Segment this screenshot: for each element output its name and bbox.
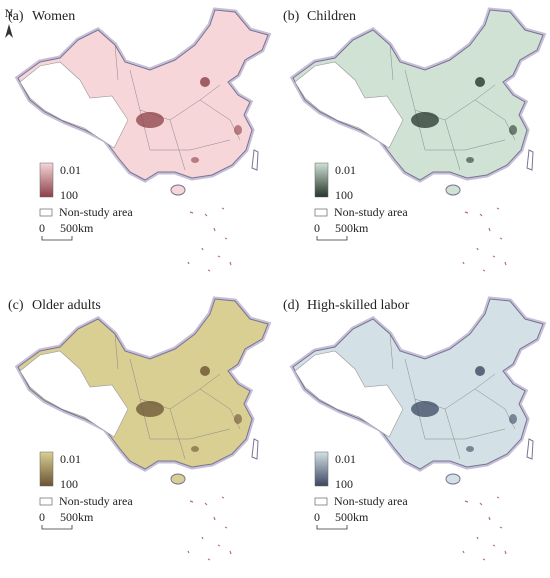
sea-islands — [462, 207, 507, 272]
hotspot — [509, 414, 517, 424]
legend-gradient — [39, 451, 54, 487]
north-label: N — [5, 6, 14, 20]
hotspot — [411, 401, 439, 417]
map-panel: (b) Children 0.01 100 Non-study area 0 500km — [283, 9, 543, 272]
legend-max: 100 — [60, 188, 78, 202]
map-panel: (a) Women 0.01 100 Non-study area 0 500km — [8, 9, 268, 272]
non-study-region — [19, 61, 129, 149]
panel-title: Children — [307, 9, 356, 24]
hotspot — [200, 366, 210, 376]
legend-gradient — [39, 162, 54, 198]
hotspot — [509, 125, 517, 135]
sea-islands — [187, 207, 232, 272]
hotspot — [475, 77, 485, 87]
hotspot — [191, 446, 199, 452]
map-panel: (c) Older adults 0.01 100 Non-study area 0 500… — [8, 298, 268, 561]
scale-bar — [316, 236, 348, 241]
non-study-region — [294, 61, 404, 149]
hotspot — [200, 77, 210, 87]
panel-title: Older adults — [32, 298, 101, 313]
panel-label: (d) — [283, 298, 300, 313]
island — [251, 438, 259, 460]
hotspot — [136, 401, 164, 417]
scale-end: 500km — [60, 221, 94, 235]
sea-islands — [187, 496, 232, 561]
panel-label: (c) — [8, 298, 24, 313]
hotspot — [234, 414, 242, 424]
province-lines — [389, 333, 516, 460]
scale-end: 500km — [335, 221, 369, 235]
legend-max: 100 — [335, 477, 353, 491]
north-arrow: N — [5, 6, 14, 38]
panel-title: High-skilled labor — [307, 298, 410, 313]
non-study-region — [294, 350, 404, 438]
non-study-label: Non-study area — [59, 205, 133, 219]
scale-end: 500km — [335, 510, 369, 524]
scale-bar — [41, 236, 73, 241]
scale-bar — [316, 525, 348, 530]
panel-label: (a) — [8, 9, 24, 24]
island — [445, 473, 461, 485]
scale-start: 0 — [39, 510, 45, 524]
hotspot — [136, 112, 164, 128]
hotspot — [466, 157, 474, 163]
legend-min: 0.01 — [60, 163, 81, 177]
hotspot — [466, 446, 474, 452]
panel-title: Women — [32, 9, 75, 24]
legend-gradient — [314, 162, 329, 198]
hotspot — [475, 366, 485, 376]
scale-end: 500km — [60, 510, 94, 524]
province-lines — [114, 44, 241, 171]
hotspot — [191, 157, 199, 163]
province-lines — [389, 44, 516, 171]
non-study-label: Non-study area — [334, 205, 408, 219]
map-panel: (d) High-skilled labor 0.01 100 Non-study ar… — [283, 298, 543, 561]
island — [526, 149, 534, 171]
hotspot — [234, 125, 242, 135]
scale-start: 0 — [39, 221, 45, 235]
legend-min: 0.01 — [60, 452, 81, 466]
scale-start: 0 — [314, 221, 320, 235]
province-lines — [114, 333, 241, 460]
scale-start: 0 — [314, 510, 320, 524]
panel-label: (b) — [283, 9, 300, 24]
scale-bar — [41, 525, 73, 530]
non-study-label: Non-study area — [334, 494, 408, 508]
hotspot — [411, 112, 439, 128]
island — [170, 473, 186, 485]
island — [251, 149, 259, 171]
island — [526, 438, 534, 460]
legend-min: 0.01 — [335, 163, 356, 177]
legend-max: 100 — [60, 477, 78, 491]
non-study-swatch — [314, 497, 328, 506]
non-study-label: Non-study area — [59, 494, 133, 508]
legend-min: 0.01 — [335, 452, 356, 466]
non-study-swatch — [39, 497, 53, 506]
non-study-region — [19, 350, 129, 438]
legend-max: 100 — [335, 188, 353, 202]
sea-islands — [462, 496, 507, 561]
non-study-swatch — [39, 208, 53, 217]
legend-gradient — [314, 451, 329, 487]
island — [445, 184, 461, 196]
island — [170, 184, 186, 196]
non-study-swatch — [314, 208, 328, 217]
